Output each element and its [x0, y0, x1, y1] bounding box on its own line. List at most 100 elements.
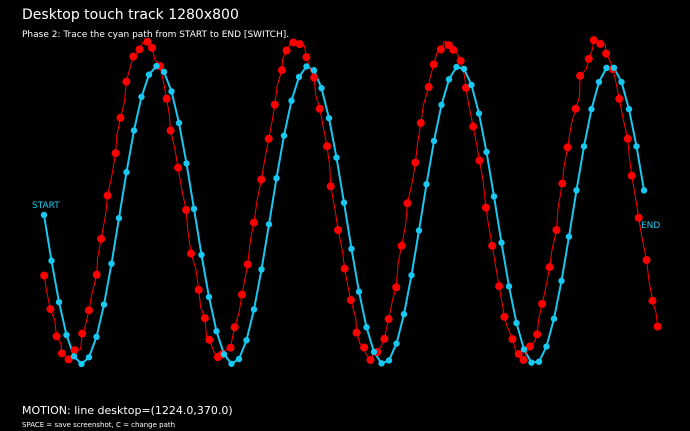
target-point — [258, 266, 265, 273]
touch-point — [103, 191, 112, 200]
touch-point — [57, 349, 66, 358]
touch-point — [634, 213, 643, 222]
target-point — [438, 101, 445, 109]
touch-point — [302, 53, 311, 62]
touch-point — [70, 346, 79, 355]
target-point — [505, 283, 513, 290]
paths — [40, 36, 662, 368]
target-point — [220, 351, 228, 358]
target-point — [355, 288, 363, 295]
touch-point — [166, 126, 175, 135]
touch-point — [584, 54, 593, 63]
touch-point — [323, 142, 332, 151]
touch-point — [411, 158, 420, 167]
target-point — [348, 245, 355, 253]
touch-point — [416, 119, 425, 128]
touch-point — [380, 334, 389, 343]
target-point — [580, 143, 588, 150]
touch-point — [519, 356, 528, 364]
target-point — [565, 233, 573, 240]
touch-point — [563, 143, 572, 152]
touch-point — [205, 335, 214, 344]
touch-point — [481, 203, 490, 212]
target-point — [175, 119, 183, 127]
target-point — [550, 315, 558, 322]
touch-point — [310, 73, 319, 82]
target-point — [543, 343, 550, 350]
touch-point — [538, 299, 547, 308]
target-point — [55, 298, 63, 306]
touch-point — [289, 38, 298, 47]
touch-point — [615, 94, 624, 103]
target-point — [453, 63, 460, 71]
target-point — [265, 221, 273, 228]
end-label: END — [641, 221, 660, 231]
target-point — [633, 143, 640, 150]
target-point — [183, 160, 190, 167]
target-point — [145, 71, 153, 78]
touch-point — [648, 296, 657, 305]
help: SPACE = save screenshot, C = change path — [22, 421, 175, 429]
touch-point — [488, 241, 497, 250]
touch-point — [200, 314, 209, 323]
touch-point — [642, 255, 651, 264]
target-point — [415, 227, 423, 234]
touch-point — [514, 349, 523, 358]
touch-point — [533, 330, 542, 339]
touch-point — [249, 218, 258, 227]
touch-point — [326, 182, 335, 191]
touch-point — [525, 342, 534, 351]
target-point — [445, 76, 453, 83]
touch-point — [187, 249, 196, 258]
touch-point — [456, 56, 465, 65]
touch-point — [334, 225, 343, 234]
touch-point — [92, 270, 101, 279]
target-point — [243, 337, 250, 344]
target-point — [318, 84, 325, 92]
start-label: START — [32, 201, 60, 211]
target-point — [85, 354, 93, 361]
status: MOTION: line desktop=(1224.0,370.0) — [22, 404, 233, 417]
touch-point — [500, 312, 509, 321]
touch-point — [315, 104, 324, 113]
touch-point — [194, 285, 203, 294]
touch-point — [352, 328, 361, 337]
target-point — [235, 355, 243, 363]
touch-point — [264, 134, 273, 143]
target-point — [138, 93, 145, 101]
target-point — [370, 348, 378, 356]
target-point — [490, 193, 498, 200]
target-point — [603, 64, 610, 72]
touch-point — [360, 343, 369, 352]
target-point — [190, 205, 198, 213]
touch-point — [424, 83, 433, 92]
title: Desktop touch track 1280x800 — [22, 7, 239, 23]
touch-point — [602, 49, 611, 58]
target-point — [625, 105, 633, 113]
touch-point — [230, 323, 239, 332]
target-point — [205, 293, 213, 301]
touch-point — [129, 52, 138, 61]
target-point — [423, 181, 430, 188]
target-point — [250, 306, 258, 313]
target-point — [130, 127, 138, 134]
target-point — [123, 169, 130, 176]
target-point — [513, 319, 520, 327]
target-point — [558, 277, 565, 285]
touch-point — [162, 94, 171, 103]
touch-point — [64, 355, 73, 364]
touch-point — [449, 45, 458, 54]
target-point — [363, 324, 370, 331]
touch-point — [282, 46, 291, 55]
target-point — [640, 187, 648, 194]
target-point — [340, 199, 348, 206]
touch-point — [277, 66, 286, 75]
touch-point — [495, 282, 504, 291]
target-point — [273, 174, 280, 182]
target-point — [483, 148, 490, 156]
target-point — [108, 260, 115, 267]
touch-point — [552, 226, 561, 235]
target-point — [213, 328, 220, 335]
